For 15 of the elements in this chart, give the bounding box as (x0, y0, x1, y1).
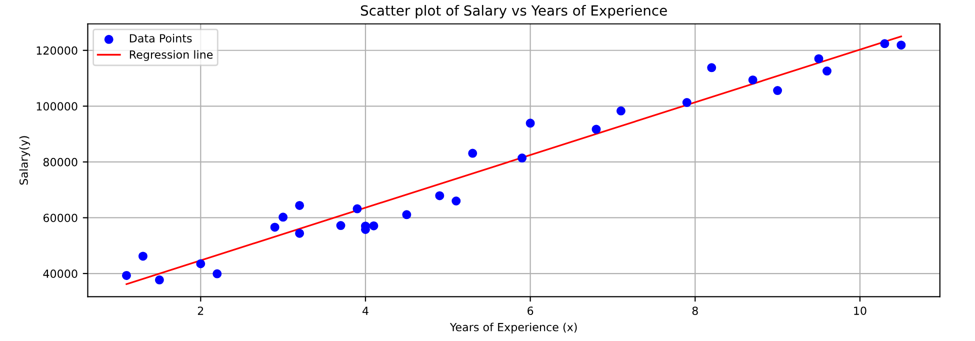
x-tick-label: 8 (692, 306, 698, 315)
y-tick-label: 80000 (43, 158, 78, 166)
x-tick-label: 10 (854, 306, 866, 315)
y-tick-label: 100000 (36, 102, 78, 111)
x-tick-label: 6 (528, 306, 534, 315)
x-axis-title: Years of Experience (x) (450, 322, 577, 334)
y-tick-label: 60000 (43, 214, 78, 222)
x-tick-label: 2 (198, 306, 204, 315)
y-axis-title: Salary(y) (19, 136, 30, 185)
y-tick-label: 120000 (36, 46, 78, 55)
legend-label: Data Points (130, 34, 192, 42)
y-tick-label: 40000 (43, 269, 78, 278)
legend-label: Regression line (130, 50, 213, 61)
chart-title: Scatter plot of Salary vs Years of Experience (360, 4, 667, 18)
x-tick-label: 4 (362, 306, 368, 315)
